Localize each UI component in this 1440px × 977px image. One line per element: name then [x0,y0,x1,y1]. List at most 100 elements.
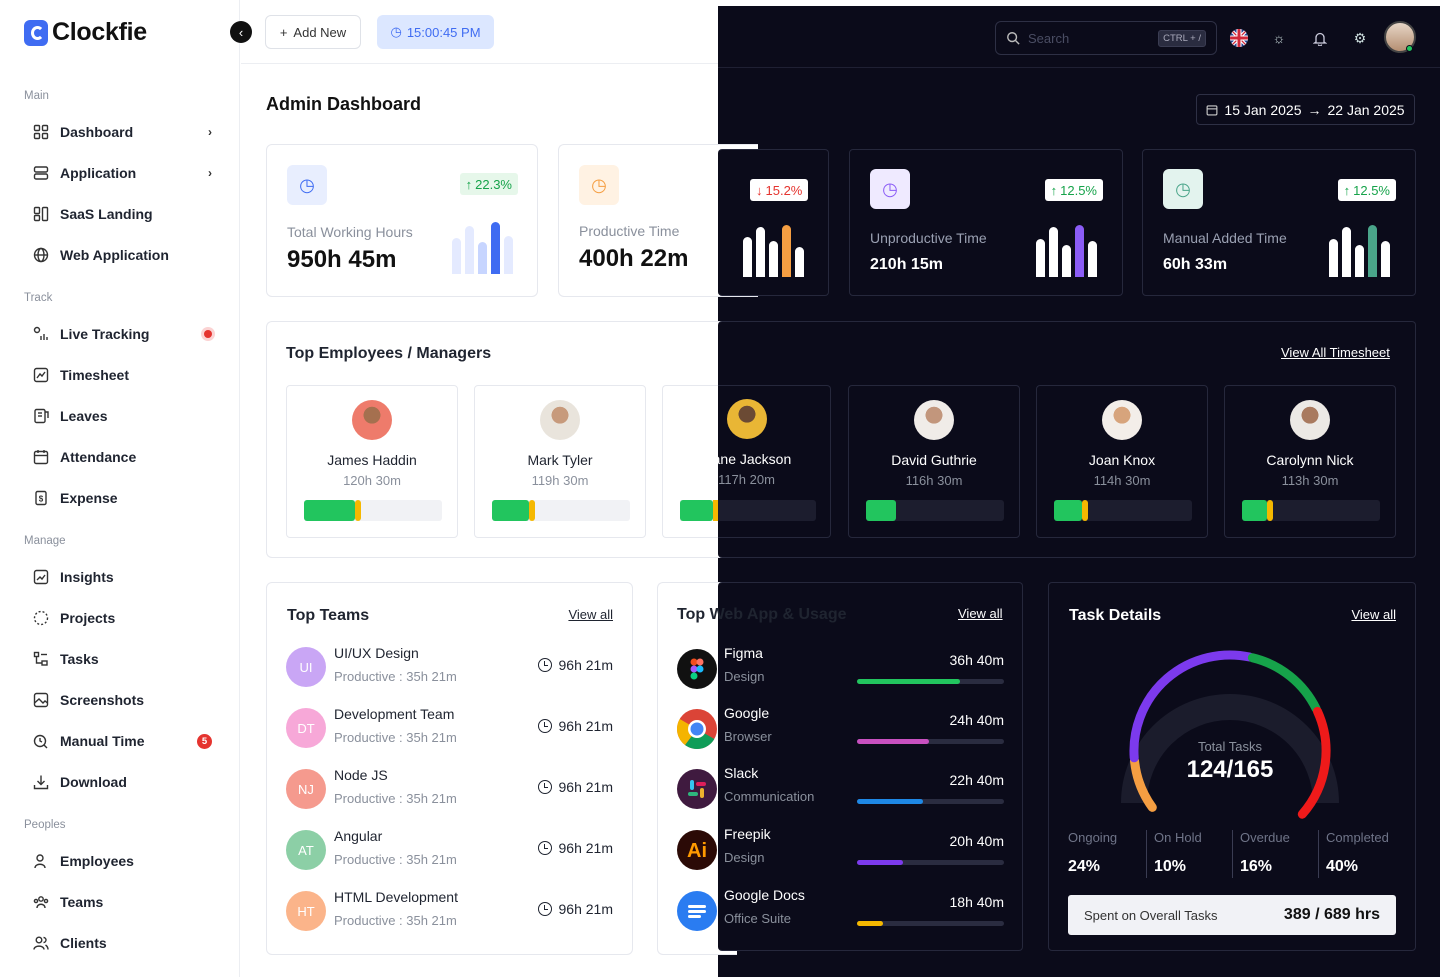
stat-card-manual-added-time: ◷ ↑ 12.5% Manual Added Time 60h 33m [1142,149,1416,296]
figma-icon [677,649,717,689]
collapse-sidebar-button[interactable]: ‹ [230,21,252,43]
task-stat-overdue: Overdue 16% [1240,830,1326,876]
sidebar-item-screenshots[interactable]: Screenshots [32,688,212,712]
app-name: Clockfie [52,18,147,46]
employee-card[interactable]: Joan Knox 114h 30m [1036,385,1208,538]
app-row[interactable]: Google Browser 24h 40m [677,705,1004,751]
app-category: Design [724,850,765,865]
usage-fill [857,860,903,865]
sidebar-item-tasks[interactable]: Tasks [32,647,212,671]
add-new-button[interactable]: + Add New [265,15,361,49]
app-logo[interactable]: Clockfie [24,18,147,47]
section-title: Top Employees / Managers [286,345,492,362]
sidebar-item-saas-landing[interactable]: SaaS Landing [32,202,212,226]
app-time: 24h 40m [949,712,1004,728]
sidebar-item-live-tracking[interactable]: Live Tracking [32,322,212,346]
section-title: Top Teams [287,607,370,624]
task-stat-label: Completed [1326,830,1389,845]
view-all-tasks-link[interactable]: View all [1351,607,1396,622]
employee-card[interactable]: Mark Tyler 119h 30m [474,385,646,538]
spent-value: 389 / 689 hrs [1283,906,1380,923]
stat-bars [452,222,513,274]
app-category: Browser [724,729,772,744]
sidebar-item-web-application[interactable]: Web Application [32,243,212,267]
team-row[interactable]: UI UI/UX Design Productive : 35h 21m 96h 21… [286,645,613,689]
sidebar-item-clients[interactable]: Clients [32,931,212,955]
team-time: 96h 21m [537,718,613,734]
sidebar-item-application[interactable]: Application › [32,161,212,185]
sidebar-item-timesheet[interactable]: Timesheet [32,363,212,387]
app-category: Office Suite [724,911,791,926]
sidebar-item-attendance[interactable]: Attendance [32,445,212,469]
team-row[interactable]: NJ Node JS Productive : 35h 21m 96h 21m [286,767,613,811]
bell-icon[interactable] [1311,29,1329,47]
task-stat-value: 16% [1240,858,1273,875]
app-row[interactable]: Slack Communication 22h 40m [677,765,1004,811]
add-new-label: Add New [293,24,347,40]
chevron-right-icon: › [208,125,212,139]
sidebar-item-insights[interactable]: Insights [32,565,212,589]
team-name: Node JS [334,767,388,783]
app-row[interactable]: Google Docs Office Suite 18h 40m [677,887,1004,933]
total-tasks-value: 124/165 [1186,756,1274,783]
sidebar-item-manual-time[interactable]: Manual Time 5 [32,729,212,753]
team-name: Angular [334,828,383,844]
employee-hours: 114h 30m [1093,473,1151,488]
search-icon [1007,32,1020,45]
clock-icon [537,902,552,916]
view-all-timesheet-link[interactable]: View All Timesheet [1281,345,1390,360]
sidebar-item-label: Live Tracking [60,326,150,342]
progress-marker [1266,500,1273,521]
clock-display[interactable]: ◷ 15:00:45 PM [377,15,494,49]
sidebar-item-dashboard[interactable]: Dashboard › [32,120,212,144]
section-title: Task Details [1069,607,1162,624]
clock-icon [537,780,552,794]
screenshots-icon [32,691,50,709]
sidebar [0,0,240,977]
avatar [914,400,954,440]
manual-time-icon [32,732,50,750]
trend-value: 12.5% [1060,182,1097,198]
app-name: Google Docs [724,887,805,903]
search-input[interactable]: Search CTRL + / [995,21,1217,55]
sidebar-item-expense[interactable]: $ Expense [32,486,212,510]
employee-card-left-half[interactable] [662,385,718,538]
usage-fill [857,739,930,744]
team-row[interactable]: AT Angular Productive : 35h 21m 96h 21m [286,828,613,872]
date-range-picker[interactable]: 15 Jan 2025 → 22 Jan 2025 [1196,94,1415,125]
app-time: 36h 40m [949,652,1004,668]
stat-bars [743,225,804,277]
sidebar-item-employees[interactable]: Employees [32,849,212,873]
task-stat-on-hold: On Hold 10% [1154,830,1240,876]
team-productive: Productive : 35h 21m [334,913,457,928]
trend-badge: ↑ 22.3% [459,173,518,195]
sidebar-item-download[interactable]: Download [32,770,212,794]
employee-card[interactable]: James Haddin 120h 30m [286,385,458,538]
team-avatar: UI [286,647,326,687]
view-all-teams-link[interactable]: View all [568,607,613,622]
trend-badge: ↓ 15.2% [750,179,809,201]
app-category: Communication [724,789,815,804]
progress-bar [680,500,718,521]
sidebar-item-projects[interactable]: Projects [32,606,212,630]
date-to: 22 Jan 2025 [1327,101,1405,118]
gear-icon[interactable]: ⚙ [1353,29,1367,46]
search-shortcut: CTRL + / [1158,29,1206,47]
team-row[interactable]: DT Development Team Productive : 35h 21m 96… [286,706,613,750]
usage-fill [857,799,924,804]
task-details-card: Task Details View all [1048,582,1416,951]
sidebar-item-leaves[interactable]: Leaves [32,404,212,428]
stat-label: Productive Time [579,223,680,239]
avatar [1290,400,1330,440]
app-row[interactable]: Ai Freepik Design 20h 40m [677,826,1004,872]
team-row[interactable]: HT HTML Development Productive : 35h 21m 96… [286,889,613,933]
sidebar-item-teams[interactable]: Teams [32,890,212,914]
uk-flag-icon[interactable] [1230,29,1248,47]
employee-card[interactable]: David Guthrie 116h 30m [848,385,1020,538]
employee-name: Liane Jackson [701,451,792,467]
clock-icon [537,658,552,672]
employee-card[interactable]: Carolynn Nick 113h 30m [1224,385,1396,538]
view-all-apps-link[interactable]: View all [958,606,1003,621]
sun-icon[interactable]: ☼ [1272,30,1286,46]
app-row[interactable]: Figma Design 36h 40m [677,645,1004,691]
